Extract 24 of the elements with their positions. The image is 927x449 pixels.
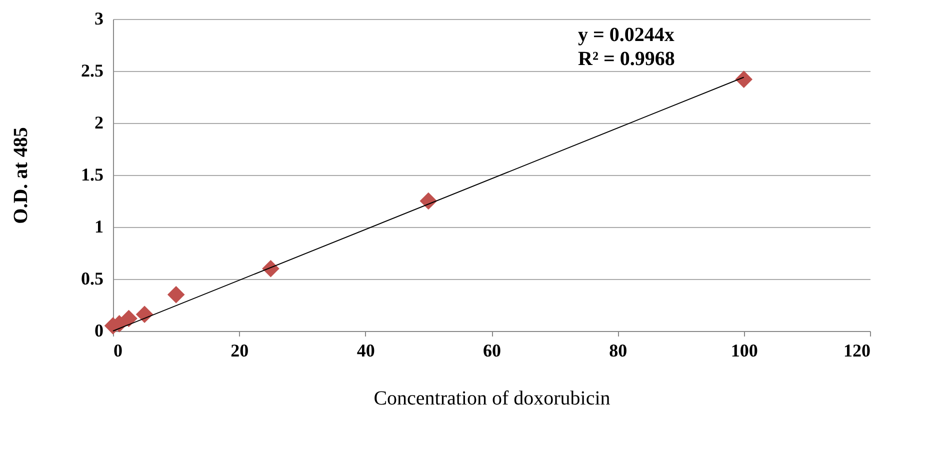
y-tick-label: 1 [94, 216, 104, 236]
y-tick-label: 2.5 [81, 60, 104, 80]
x-tick-label: 80 [609, 340, 628, 360]
y-tick-label: 0 [94, 320, 104, 340]
x-tick-label: 40 [356, 340, 375, 360]
y-tick-label: 1.5 [81, 164, 104, 184]
x-tick-label: 100 [730, 340, 758, 360]
point [262, 260, 280, 278]
y-tick-label: 0.5 [81, 268, 104, 288]
annotation: R² = 0.9968 [578, 48, 675, 70]
x-tick-label: 120 [844, 340, 870, 360]
x-tick-label: 20 [230, 340, 249, 360]
annotation: y = 0.0244x [578, 24, 674, 46]
point [136, 306, 154, 324]
y-tick-label: 3 [94, 8, 104, 28]
point [120, 310, 138, 328]
x-tick-label: 0 [114, 340, 122, 360]
x-axis-title: Concentration of doxorubicin [374, 388, 610, 410]
point [735, 70, 752, 88]
y-axis-title: O.D. at 485 [10, 127, 32, 224]
y-tick-label: 2 [94, 112, 104, 132]
x-tick-label: 60 [483, 340, 501, 360]
point [420, 192, 438, 210]
point [167, 286, 185, 304]
